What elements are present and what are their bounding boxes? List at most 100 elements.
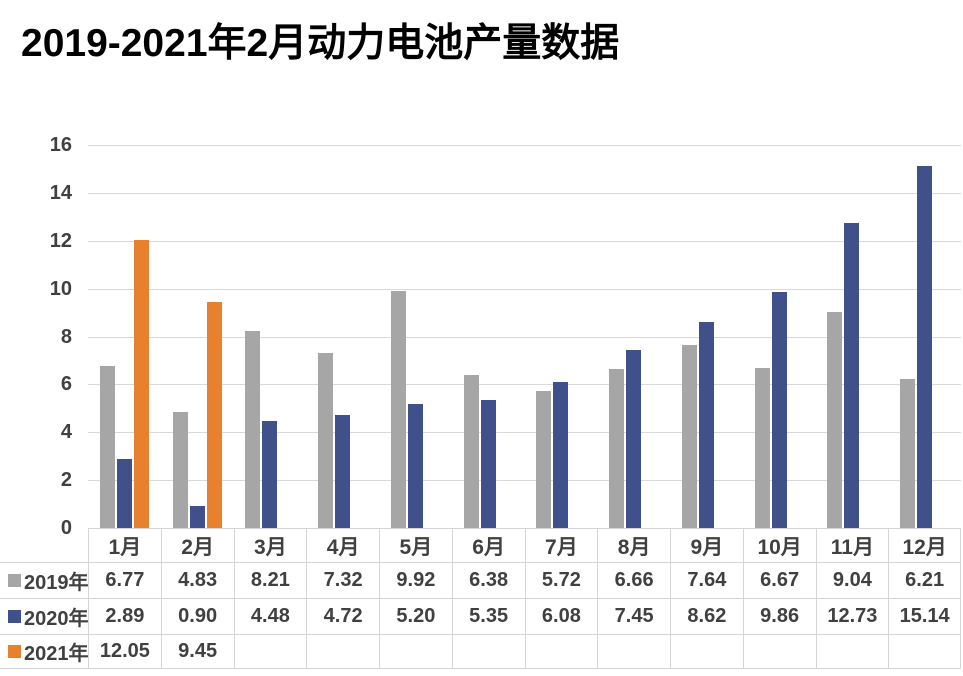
y-axis-tick-label: 4 xyxy=(60,421,72,443)
month-header-cell: 2月 xyxy=(160,528,234,562)
table-value-cell: 0.90 xyxy=(160,598,234,634)
table-value-cell: 5.35 xyxy=(451,598,525,634)
table-value-cell: 6.08 xyxy=(524,598,598,634)
bar-2020年-4月 xyxy=(335,415,350,528)
table-value-cell: 9.92 xyxy=(379,562,452,598)
table-value-cell xyxy=(597,634,670,669)
bar-2019年-3月 xyxy=(245,331,260,528)
table-value-cell: 4.72 xyxy=(306,598,379,634)
gridline xyxy=(88,145,961,146)
y-axis-tick-label: 12 xyxy=(49,230,72,252)
legend-swatch-2019年 xyxy=(8,574,21,587)
chart-title: 2019-2021年2月动力电池产量数据 xyxy=(21,22,620,65)
y-axis-tick-label: 16 xyxy=(49,134,72,156)
table-value-cell: 5.72 xyxy=(524,562,598,598)
table-value-cell: 6.38 xyxy=(451,562,525,598)
legend-swatch-2021年 xyxy=(8,645,21,658)
month-header-cell: 3月 xyxy=(233,528,307,562)
table-value-cell: 9.04 xyxy=(815,562,889,598)
bar-2019年-9月 xyxy=(682,345,697,528)
legend-swatch-2020年 xyxy=(8,610,21,623)
table-value-cell xyxy=(524,634,598,669)
table-value-cell: 7.32 xyxy=(306,562,379,598)
legend-cell: 2020年 xyxy=(0,598,88,634)
legend-cell: 2021年 xyxy=(0,634,88,669)
month-header-cell: 11月 xyxy=(815,528,889,562)
legend-label: 2020年 xyxy=(24,608,88,630)
month-header-cell: 10月 xyxy=(742,528,816,562)
table-value-cell xyxy=(670,634,743,669)
bar-2019年-1月 xyxy=(100,366,115,528)
y-axis-tick-label: 2 xyxy=(60,469,72,491)
plot-area xyxy=(88,145,961,528)
table-value-cell: 6.66 xyxy=(597,562,670,598)
table-value-cell: 12.05 xyxy=(88,634,161,669)
bar-2019年-2月 xyxy=(173,412,188,528)
table-value-cell: 9.45 xyxy=(160,634,234,669)
gridline xyxy=(88,241,961,242)
bar-2019年-11月 xyxy=(827,312,842,528)
month-header-cell: 4月 xyxy=(306,528,379,562)
table-value-cell: 15.14 xyxy=(888,598,961,634)
table-value-cell: 12.73 xyxy=(815,598,889,634)
y-axis-tick-label: 0 xyxy=(60,517,72,539)
table-value-cell: 4.83 xyxy=(160,562,234,598)
month-header-cell: 7月 xyxy=(524,528,598,562)
gridline xyxy=(88,337,961,338)
bar-2020年-6月 xyxy=(481,400,496,528)
month-header-cell: 5月 xyxy=(379,528,452,562)
table-value-cell xyxy=(742,634,816,669)
table-value-cell: 6.21 xyxy=(888,562,961,598)
table-value-cell xyxy=(233,634,307,669)
bar-2019年-5月 xyxy=(391,291,406,528)
bar-2021年-2月 xyxy=(207,302,222,528)
bar-2020年-11月 xyxy=(844,223,859,528)
table-value-cell: 6.77 xyxy=(88,562,161,598)
table-value-cell xyxy=(888,634,961,669)
month-header-cell: 6月 xyxy=(451,528,525,562)
y-axis-tick-label: 10 xyxy=(49,278,72,300)
bar-2019年-4月 xyxy=(318,353,333,528)
table-value-cell xyxy=(379,634,452,669)
table-value-cell: 7.45 xyxy=(597,598,670,634)
table-value-cell: 2.89 xyxy=(88,598,161,634)
bar-2020年-3月 xyxy=(262,421,277,528)
y-axis-tick-label: 14 xyxy=(49,182,72,204)
bar-2019年-8月 xyxy=(609,369,624,528)
gridline xyxy=(88,193,961,194)
bar-2020年-10月 xyxy=(772,292,787,528)
y-axis-tick-label: 8 xyxy=(60,326,72,348)
table-value-cell: 8.21 xyxy=(233,562,307,598)
bar-2020年-7月 xyxy=(553,382,568,528)
bar-2019年-10月 xyxy=(755,368,770,528)
gridline xyxy=(88,384,961,385)
table-value-cell xyxy=(306,634,379,669)
gridline xyxy=(88,480,961,481)
data-table: 1月 2月 3月 4月 5月 6月 7月 8月 9月 10月 11月 12月 2019年 6.77 4.83… xyxy=(0,528,961,669)
month-header-cell: 12月 xyxy=(888,528,961,562)
month-header-cell: 9月 xyxy=(670,528,743,562)
gridline xyxy=(88,432,961,433)
bar-2021年-1月 xyxy=(134,240,149,528)
table-value-cell: 5.20 xyxy=(379,598,452,634)
bar-2019年-12月 xyxy=(900,379,915,528)
table-value-cell: 7.64 xyxy=(670,562,743,598)
bar-2020年-2月 xyxy=(190,506,205,528)
bar-2020年-1月 xyxy=(117,459,132,528)
table-value-cell xyxy=(815,634,889,669)
bar-2020年-9月 xyxy=(699,322,714,528)
table-value-cell: 8.62 xyxy=(670,598,743,634)
legend-label: 2019年 xyxy=(24,572,88,594)
gridline xyxy=(88,289,961,290)
legend-cell: 2019年 xyxy=(0,562,88,598)
bar-2020年-8月 xyxy=(626,350,641,528)
month-header-cell: 8月 xyxy=(597,528,670,562)
y-axis-tick-label: 6 xyxy=(60,373,72,395)
table-value-cell: 9.86 xyxy=(742,598,816,634)
legend-label: 2021年 xyxy=(24,643,88,665)
table-value-cell: 6.67 xyxy=(742,562,816,598)
bar-2019年-7月 xyxy=(536,391,551,528)
month-header-cell: 1月 xyxy=(88,528,161,562)
bar-2019年-6月 xyxy=(464,375,479,528)
